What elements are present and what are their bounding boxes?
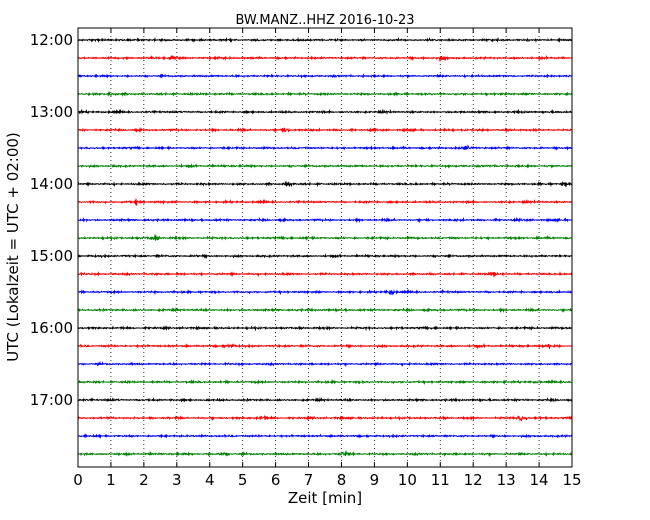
seismic-trace bbox=[77, 54, 573, 62]
seismic-trace bbox=[77, 433, 573, 439]
y-tick-label: 13:00 bbox=[30, 103, 73, 121]
seismic-trace bbox=[77, 144, 573, 151]
x-tick-label: 8 bbox=[337, 471, 347, 489]
seismic-trace bbox=[77, 252, 573, 260]
seismic-trace bbox=[77, 414, 573, 422]
y-tick-label: 14:00 bbox=[30, 175, 73, 193]
y-axis-label: UTC (Lokalzeit = UTC + 02:00) bbox=[4, 132, 22, 362]
y-tick-label: 17:00 bbox=[30, 391, 73, 409]
seismic-trace bbox=[77, 288, 573, 296]
seismic-trace bbox=[77, 450, 573, 458]
seismic-trace bbox=[77, 306, 573, 314]
seismic-trace bbox=[77, 162, 573, 169]
seismic-trace bbox=[77, 234, 573, 242]
x-tick-label: 14 bbox=[530, 471, 549, 489]
seismic-trace bbox=[77, 108, 573, 115]
x-tick-label: 13 bbox=[497, 471, 516, 489]
x-tick-label: 10 bbox=[398, 471, 417, 489]
seismic-trace bbox=[77, 396, 573, 403]
x-tick-label: 4 bbox=[205, 471, 215, 489]
seismic-traces bbox=[77, 36, 573, 458]
x-tick-label: 7 bbox=[304, 471, 314, 489]
x-tick-label: 5 bbox=[238, 471, 248, 489]
seismic-trace bbox=[77, 126, 573, 134]
x-tick-label: 12 bbox=[464, 471, 483, 489]
plot-frame bbox=[77, 27, 573, 468]
x-tick-label: 3 bbox=[172, 471, 182, 489]
x-axis-label: Zeit [min] bbox=[288, 489, 362, 507]
seismic-trace bbox=[77, 36, 573, 44]
y-tick-label: 15:00 bbox=[30, 247, 73, 265]
x-tick-label: 6 bbox=[271, 471, 281, 489]
x-tick-label: 9 bbox=[370, 471, 380, 489]
chart-title: BW.MANZ..HHZ 2016-10-23 bbox=[235, 13, 414, 28]
x-tick-label: 2 bbox=[139, 471, 149, 489]
seismic-trace bbox=[77, 270, 573, 278]
x-tick-label: 11 bbox=[431, 471, 450, 489]
y-tick-label: 16:00 bbox=[30, 319, 73, 337]
seismic-trace bbox=[77, 216, 573, 224]
seismic-trace bbox=[77, 342, 573, 350]
seismic-trace bbox=[77, 360, 573, 368]
seismic-trace bbox=[77, 73, 573, 79]
seismic-trace bbox=[77, 180, 573, 188]
x-tick-label: 0 bbox=[73, 471, 83, 489]
seismic-trace bbox=[77, 198, 573, 206]
x-tick-label: 1 bbox=[106, 471, 116, 489]
y-axis-ticks: 12:00 13:00 14:00 15:00 16:00 17:00 bbox=[30, 31, 572, 409]
seismic-trace bbox=[77, 91, 573, 97]
seismic-trace bbox=[77, 325, 572, 332]
y-tick-label: 12:00 bbox=[30, 31, 73, 49]
x-axis-ticks: 0 1 2 3 4 5 6 7 8 9 10 11 12 13 14 15 bbox=[73, 28, 582, 489]
x-tick-label: 15 bbox=[562, 471, 581, 489]
seismic-trace bbox=[77, 378, 573, 386]
